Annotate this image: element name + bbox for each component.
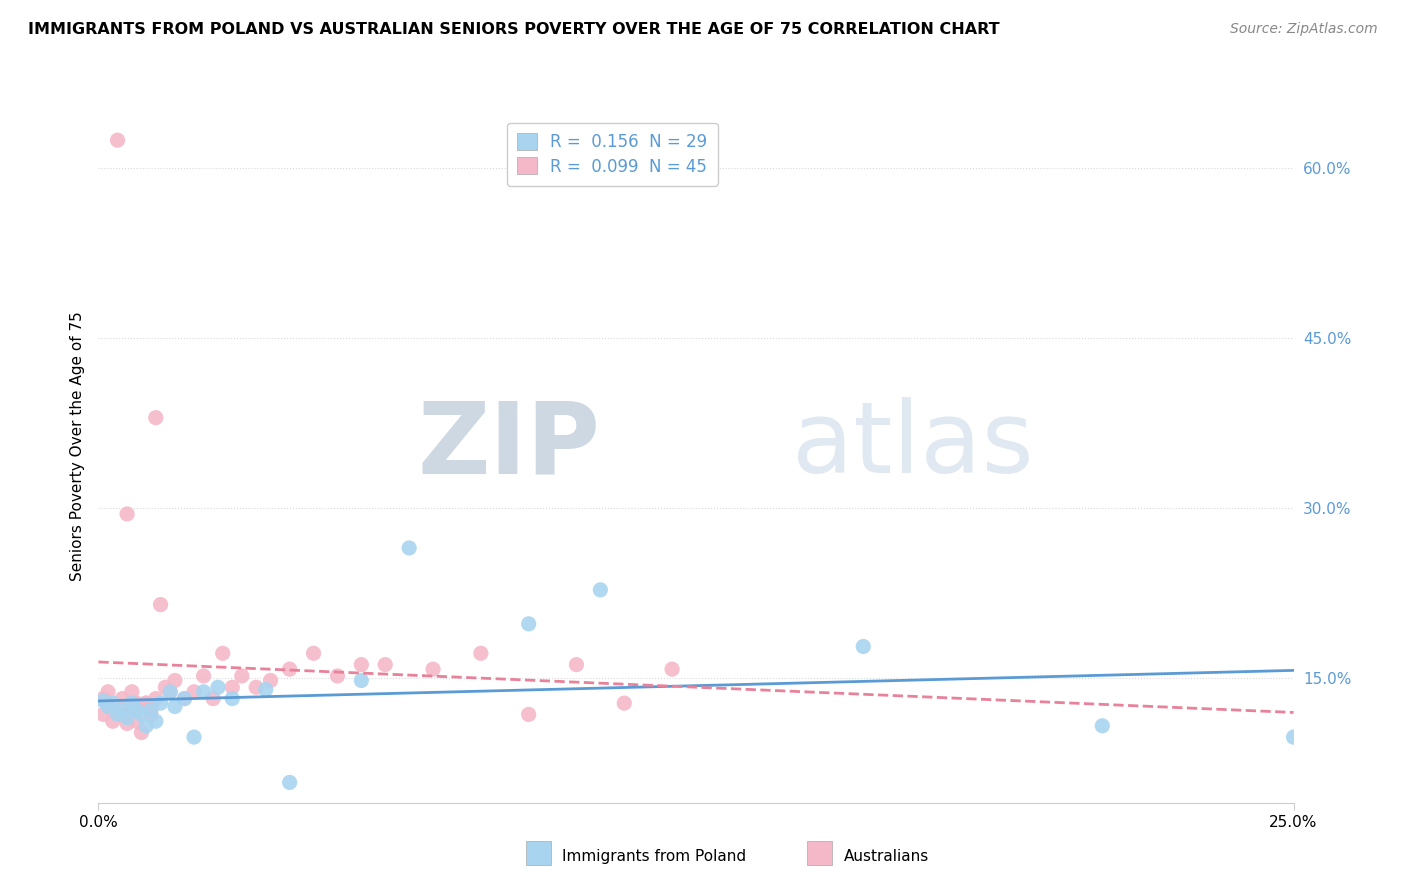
Point bbox=[470, 646, 492, 660]
Point bbox=[149, 696, 172, 710]
Point bbox=[115, 711, 138, 725]
Point bbox=[115, 716, 138, 731]
Point bbox=[278, 662, 301, 676]
Point bbox=[97, 696, 120, 710]
Point bbox=[326, 669, 349, 683]
Point bbox=[422, 662, 444, 676]
Point bbox=[302, 646, 325, 660]
Text: IMMIGRANTS FROM POLAND VS AUSTRALIAN SENIORS POVERTY OVER THE AGE OF 75 CORRELAT: IMMIGRANTS FROM POLAND VS AUSTRALIAN SEN… bbox=[28, 22, 1000, 37]
Point bbox=[374, 657, 396, 672]
Point bbox=[852, 640, 875, 654]
Point bbox=[101, 703, 124, 717]
Point bbox=[149, 598, 172, 612]
Point bbox=[115, 507, 138, 521]
Point bbox=[111, 707, 134, 722]
Text: ZIP: ZIP bbox=[418, 398, 600, 494]
Point bbox=[135, 719, 157, 733]
Point bbox=[350, 673, 373, 688]
Text: Australians: Australians bbox=[844, 849, 929, 863]
Point bbox=[1091, 719, 1114, 733]
Point bbox=[183, 685, 205, 699]
Point bbox=[211, 646, 233, 660]
Point bbox=[91, 707, 114, 722]
Point bbox=[97, 699, 120, 714]
Point bbox=[135, 696, 157, 710]
Point bbox=[91, 691, 114, 706]
Point bbox=[278, 775, 301, 789]
Point bbox=[131, 707, 153, 722]
Y-axis label: Seniors Poverty Over the Age of 75: Seniors Poverty Over the Age of 75 bbox=[69, 311, 84, 581]
Point bbox=[125, 696, 148, 710]
Point bbox=[145, 691, 167, 706]
Legend: R =  0.156  N = 29, R =  0.099  N = 45: R = 0.156 N = 29, R = 0.099 N = 45 bbox=[508, 122, 717, 186]
Point bbox=[145, 714, 167, 729]
Point bbox=[173, 691, 195, 706]
Text: Source: ZipAtlas.com: Source: ZipAtlas.com bbox=[1230, 22, 1378, 37]
Point bbox=[350, 657, 373, 672]
Point bbox=[221, 680, 243, 694]
Text: atlas: atlas bbox=[792, 398, 1033, 494]
Point bbox=[245, 680, 267, 694]
Point bbox=[91, 694, 114, 708]
Point bbox=[207, 680, 229, 694]
Point bbox=[97, 685, 120, 699]
Point bbox=[231, 669, 253, 683]
Point bbox=[111, 703, 134, 717]
Point bbox=[517, 707, 540, 722]
Point bbox=[193, 669, 215, 683]
Text: Immigrants from Poland: Immigrants from Poland bbox=[562, 849, 747, 863]
Point bbox=[135, 696, 157, 710]
Point bbox=[125, 703, 148, 717]
Point bbox=[121, 685, 143, 699]
Point bbox=[159, 685, 181, 699]
Point bbox=[107, 707, 129, 722]
Point bbox=[517, 616, 540, 631]
Point bbox=[398, 541, 420, 555]
Point bbox=[1282, 730, 1305, 744]
Point bbox=[111, 691, 134, 706]
Point bbox=[107, 133, 129, 147]
Point bbox=[121, 703, 143, 717]
Point bbox=[173, 691, 195, 706]
Point bbox=[101, 696, 124, 710]
Point bbox=[139, 703, 162, 717]
Point bbox=[101, 714, 124, 729]
Point bbox=[121, 696, 143, 710]
Point bbox=[139, 707, 162, 722]
Point bbox=[565, 657, 588, 672]
Point bbox=[613, 696, 636, 710]
Point bbox=[131, 725, 153, 739]
Point bbox=[661, 662, 683, 676]
Point bbox=[159, 685, 181, 699]
Point bbox=[589, 582, 612, 597]
Point bbox=[202, 691, 225, 706]
Point bbox=[163, 699, 186, 714]
Point bbox=[163, 673, 186, 688]
Point bbox=[125, 714, 148, 729]
Point bbox=[193, 685, 215, 699]
Point bbox=[221, 691, 243, 706]
Point bbox=[259, 673, 281, 688]
Point bbox=[155, 680, 177, 694]
Point bbox=[183, 730, 205, 744]
Point bbox=[145, 410, 167, 425]
Point bbox=[254, 682, 277, 697]
